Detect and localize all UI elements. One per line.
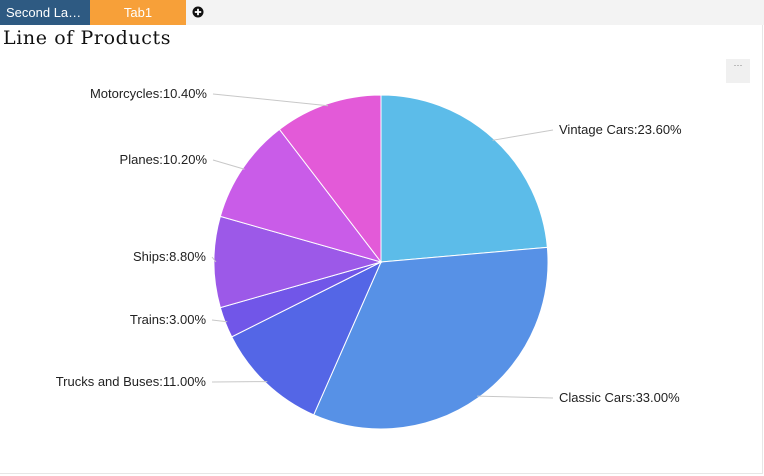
slice-label: Trucks and Buses:11.00% <box>56 374 207 389</box>
slice-label: Planes:10.20% <box>120 152 208 167</box>
more-options-button[interactable]: ··· <box>726 59 750 83</box>
tab-tab1[interactable]: Tab1 <box>90 0 186 25</box>
pie-slice-trucks-and-buses[interactable] <box>231 260 383 416</box>
leader-line <box>492 129 554 141</box>
slice-label: Trains:3.00% <box>130 312 207 327</box>
pie-slice-motorcycles[interactable] <box>278 94 382 264</box>
pie-slice-vintage-cars[interactable] <box>380 94 548 263</box>
pie-slice-planes[interactable] <box>219 128 383 263</box>
leader-line <box>477 395 554 399</box>
slice-label: Ships:8.80% <box>133 249 206 264</box>
tab-second-layout[interactable]: Second La… <box>0 0 90 25</box>
slice-label: Vintage Cars:23.60% <box>559 122 682 137</box>
leader-line <box>212 159 245 170</box>
leader-line <box>211 256 217 263</box>
pie-slice-ships[interactable] <box>213 215 383 309</box>
slice-label: Motorcycles:10.40% <box>90 86 207 101</box>
tab-bar: Second La… Tab1 <box>0 0 764 25</box>
add-tab-icon[interactable] <box>192 6 204 18</box>
pie-slice-classic-cars[interactable] <box>313 246 549 430</box>
chart-title: Line of Products <box>3 27 172 49</box>
leader-line <box>212 93 329 107</box>
leader-line <box>211 319 228 323</box>
slice-label: Classic Cars:33.00% <box>559 390 680 405</box>
